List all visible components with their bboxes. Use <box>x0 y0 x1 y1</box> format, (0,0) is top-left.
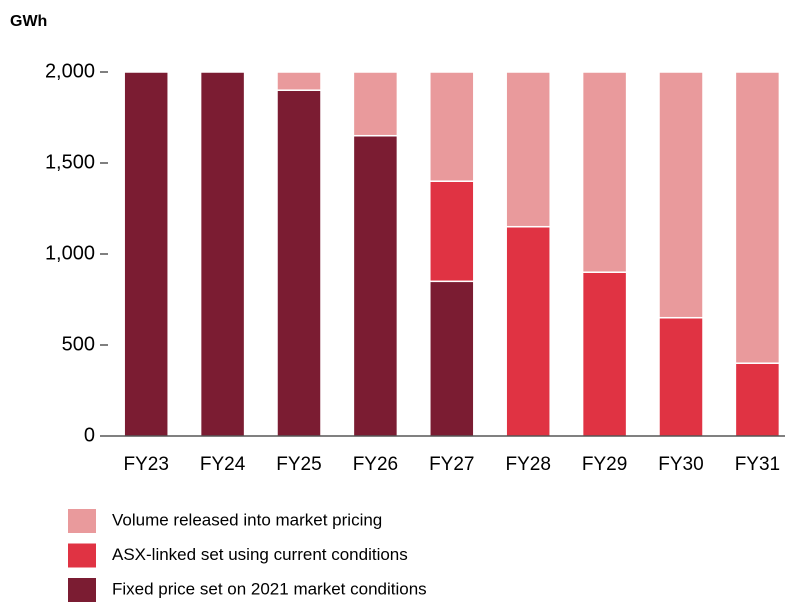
bar-segment <box>123 71 169 437</box>
legend-label: ASX-linked set using current conditions <box>112 545 408 564</box>
y-axis-label: GWh <box>10 13 47 30</box>
x-tick-label: FY31 <box>735 454 780 475</box>
bar-segment <box>581 271 628 437</box>
bar-segment <box>276 89 322 437</box>
legend-label: Fixed price set on 2021 market condition… <box>112 579 427 598</box>
bar-segment <box>505 225 551 437</box>
bar-segment <box>658 71 704 319</box>
bar-segment <box>581 71 628 273</box>
bar-segment <box>734 362 781 437</box>
bar-segment <box>352 134 399 437</box>
bar-segment <box>734 71 781 364</box>
bar-segment <box>429 71 475 182</box>
x-tick-label: FY24 <box>200 454 246 475</box>
bar-segment <box>429 280 475 437</box>
y-tick-label: 0 <box>84 424 95 446</box>
bar-segment <box>199 71 246 437</box>
x-tick-label: FY23 <box>123 454 168 475</box>
x-tick-label: FY25 <box>276 454 321 475</box>
x-tick-label: FY27 <box>429 454 474 475</box>
legend-swatch <box>68 578 96 602</box>
x-tick-label: FY29 <box>582 454 627 475</box>
bar-segment <box>352 71 399 137</box>
y-tick-label: 1,000 <box>45 242 95 264</box>
bar-segment <box>658 316 704 437</box>
y-tick-label: 2,000 <box>45 60 95 82</box>
y-tick-label: 1,500 <box>45 151 95 173</box>
legend-label: Volume released into market pricing <box>112 510 382 529</box>
legend-swatch <box>68 543 96 568</box>
bar-segment <box>429 180 475 283</box>
x-tick-label: FY26 <box>353 454 398 475</box>
legend-swatch <box>68 509 96 533</box>
x-tick-label: FY28 <box>505 454 550 475</box>
bar-segment <box>276 71 322 91</box>
x-tick-label: FY30 <box>658 454 703 475</box>
y-tick-label: 500 <box>62 333 95 355</box>
bar-segment <box>505 71 551 228</box>
